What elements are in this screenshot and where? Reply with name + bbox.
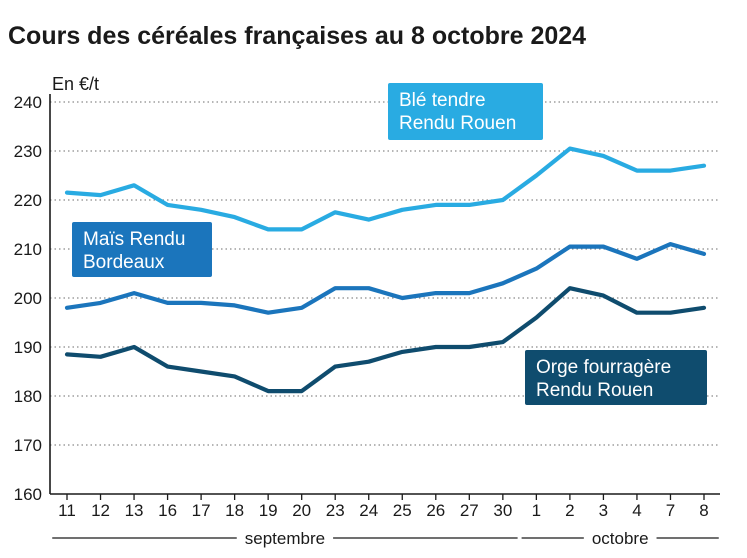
y-axis-unit-label: En €/t: [52, 74, 99, 94]
month-label-0: septembre: [245, 529, 325, 548]
series-label-box-1: [72, 222, 212, 277]
chart-title: Cours des céréales françaises au 8 octob…: [8, 22, 587, 50]
y-tick-label-200: 200: [14, 289, 42, 308]
y-tick-label-220: 220: [14, 191, 42, 210]
x-tick-label-9: 24: [359, 501, 378, 520]
series-label-text-2-1: Rendu Rouen: [536, 380, 653, 401]
x-tick-label-11: 26: [426, 501, 445, 520]
y-tick-label-170: 170: [14, 436, 42, 455]
series-label-text-2-0: Orge fourragère: [536, 357, 671, 378]
series-label-text-1-1: Bordeaux: [83, 252, 165, 273]
series-label-box-2: [525, 350, 707, 405]
y-tick-label-230: 230: [14, 142, 42, 161]
month-label-1: octobre: [592, 529, 649, 548]
x-tick-label-16: 3: [599, 501, 608, 520]
x-tick-label-2: 13: [125, 501, 144, 520]
x-tick-label-5: 18: [225, 501, 244, 520]
x-tick-label-1: 12: [91, 501, 110, 520]
y-tick-label-190: 190: [14, 338, 42, 357]
x-tick-label-10: 25: [393, 501, 412, 520]
series-label-text-0-0: Blé tendre: [399, 90, 486, 111]
y-tick-label-240: 240: [14, 93, 42, 112]
series-line-0: [64, 146, 707, 232]
x-tick-label-17: 4: [632, 501, 641, 520]
x-tick-label-0: 11: [58, 501, 76, 520]
series-label-text-1-0: Maïs Rendu: [83, 229, 185, 250]
x-tick-label-4: 17: [192, 501, 211, 520]
series-label-text-0-1: Rendu Rouen: [399, 113, 516, 134]
x-tick-label-13: 30: [493, 501, 512, 520]
x-tick-label-7: 20: [292, 501, 311, 520]
series-line-1: [64, 242, 707, 315]
y-tick-label-160: 160: [14, 485, 42, 504]
x-tick-label-12: 27: [460, 501, 479, 520]
x-tick-label-3: 16: [158, 501, 177, 520]
y-tick-label-210: 210: [14, 240, 42, 259]
x-tick-label-8: 23: [326, 501, 345, 520]
series-line-2: [64, 286, 707, 394]
x-tick-label-19: 8: [699, 501, 708, 520]
y-tick-label-180: 180: [14, 387, 42, 406]
x-tick-label-15: 2: [565, 501, 574, 520]
month-axis: septembre octobre: [52, 529, 719, 548]
x-tick-label-18: 7: [666, 501, 675, 520]
series-lines: [64, 146, 707, 394]
x-tick-label-6: 19: [259, 501, 278, 520]
x-tick-label-14: 1: [532, 501, 541, 520]
series-label-box-0: [388, 83, 543, 140]
